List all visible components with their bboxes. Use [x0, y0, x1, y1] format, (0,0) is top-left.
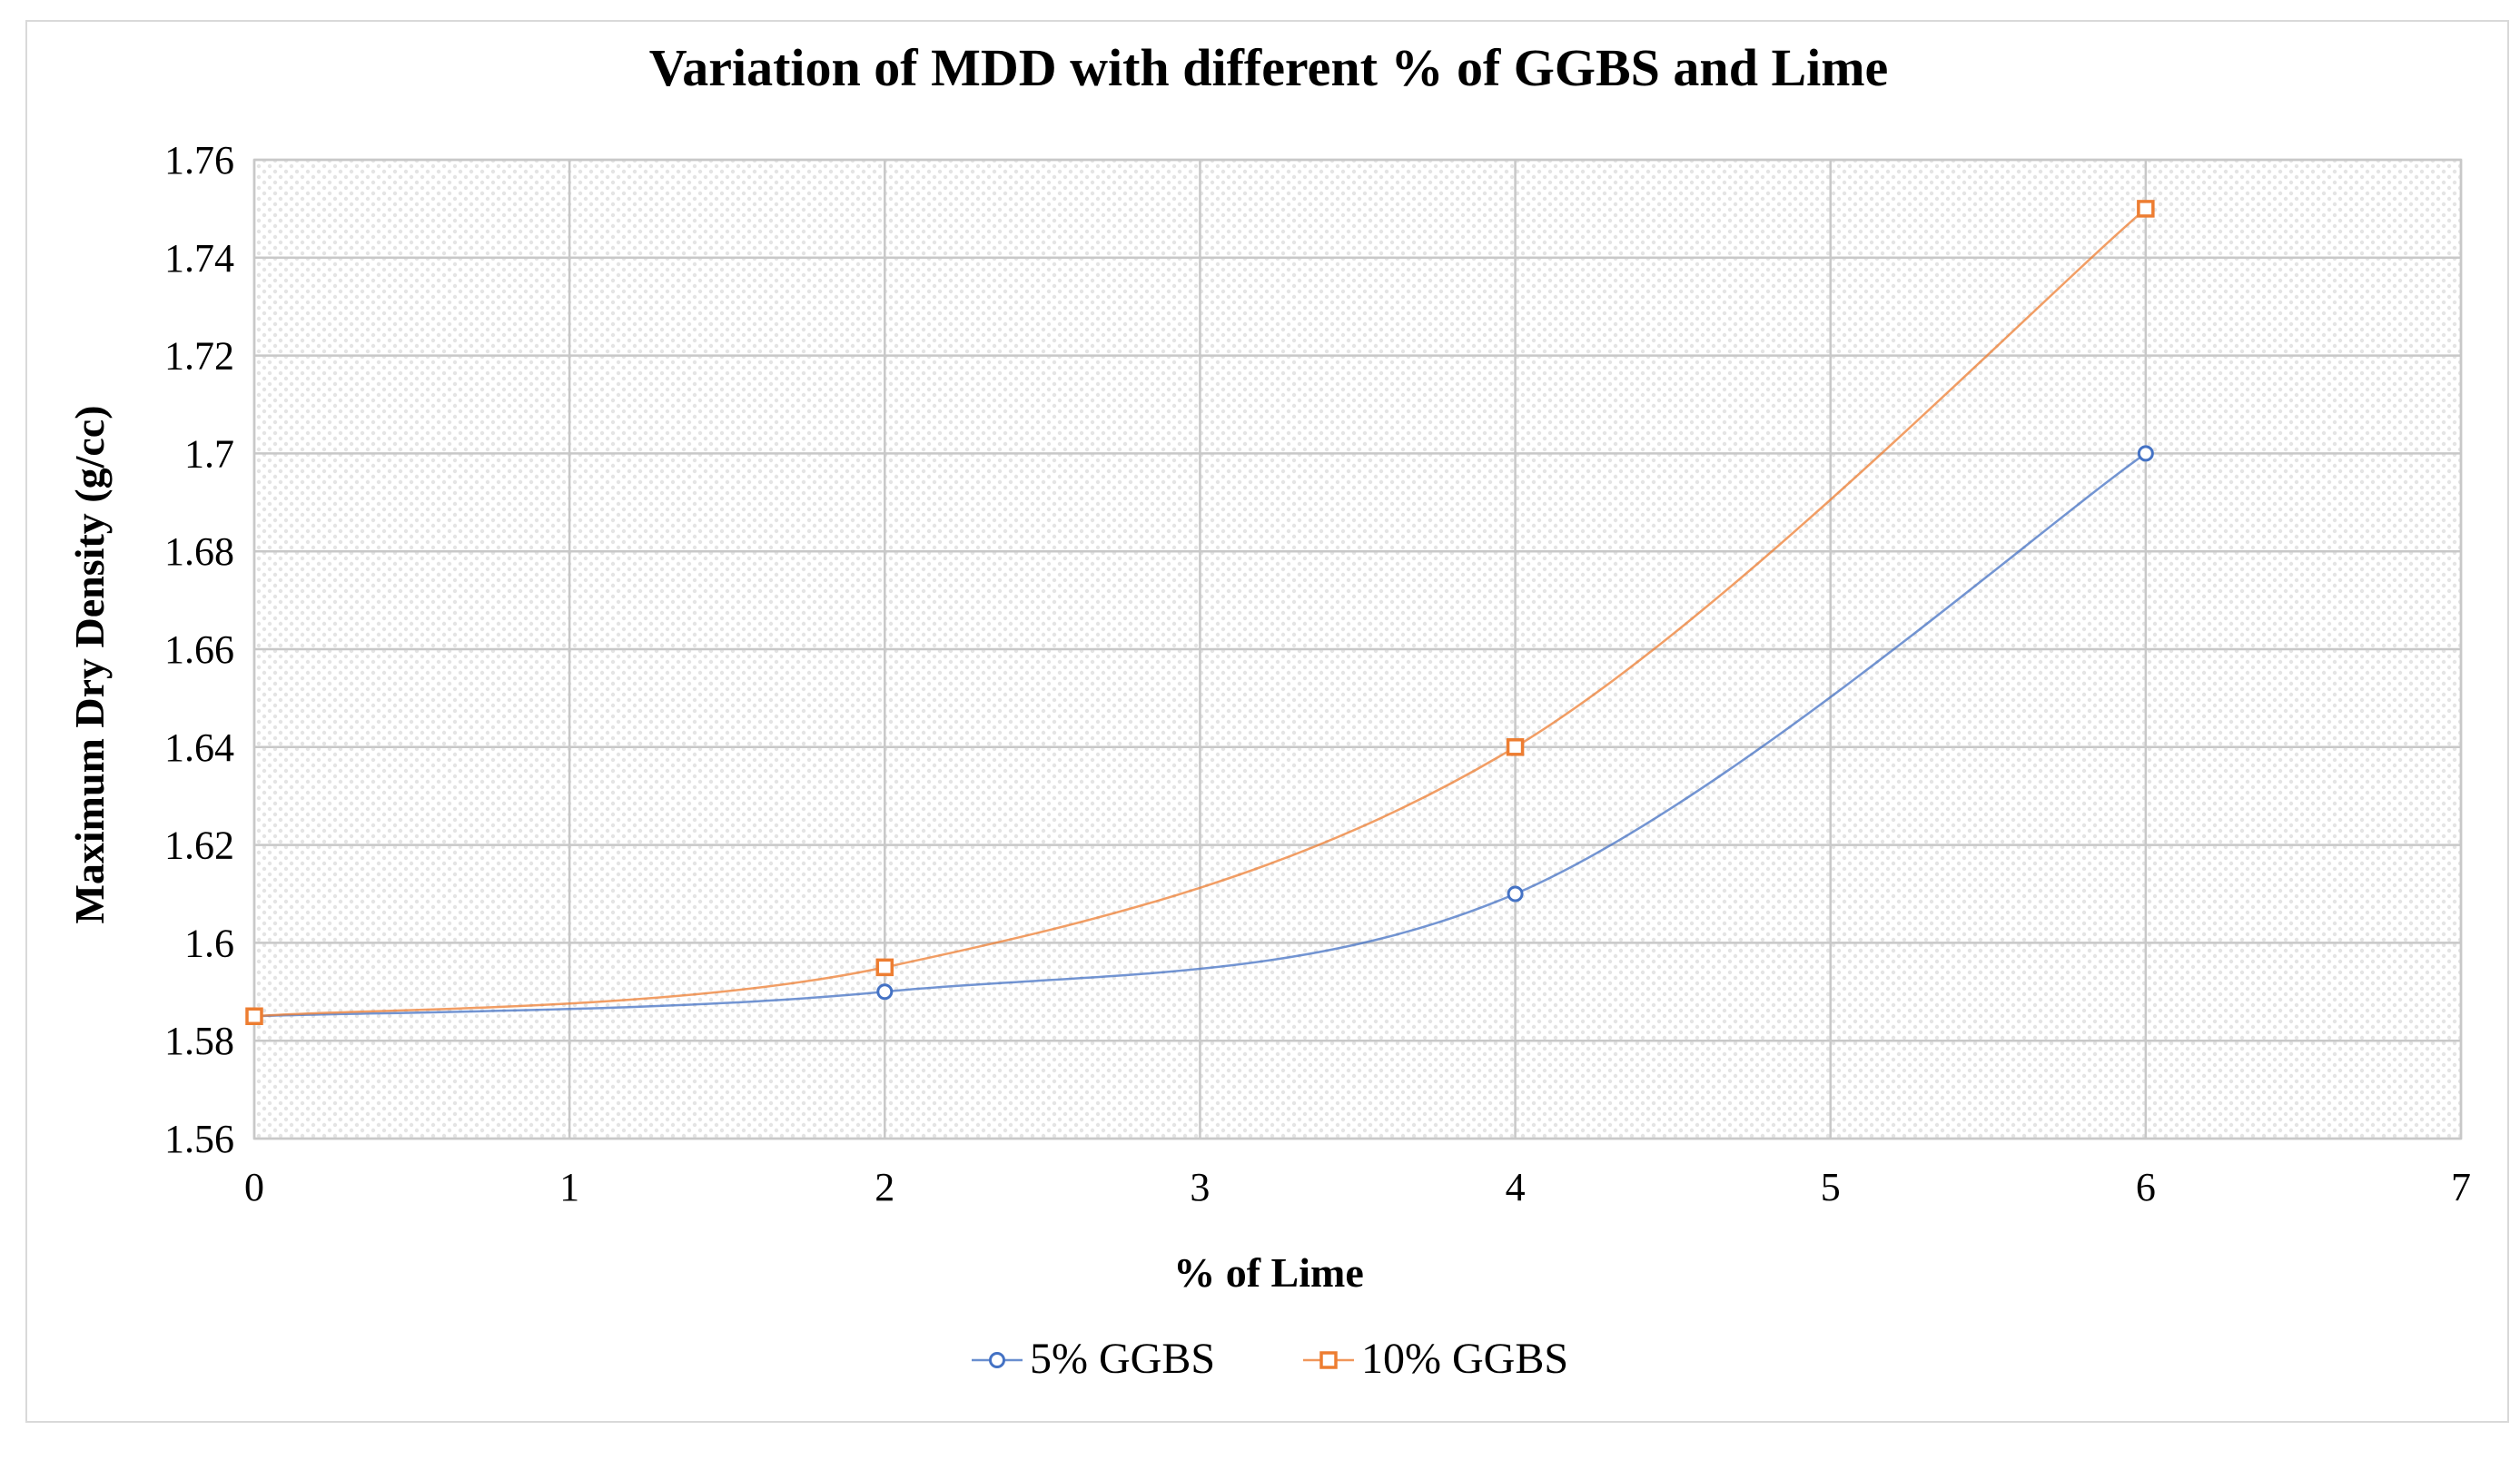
- y-tick-label: 1.7: [184, 431, 234, 476]
- y-axis-ticks: 1.56 1.58 1.6 1.62 1.64 1.66 1.68 1.7 1.72 1.74 1.…: [164, 138, 234, 1161]
- legend-label: 10% GGBS: [1361, 1335, 1568, 1383]
- data-point-10-ggbs: [875, 958, 894, 977]
- data-point-5-ggbs: [1507, 885, 1524, 903]
- chart-title: Variation of MDD with different % of GGB…: [649, 38, 1889, 97]
- x-tick-label: 1: [559, 1165, 579, 1209]
- data-point-10-ggbs: [1506, 738, 1525, 756]
- data-point-5-ggbs: [2137, 445, 2154, 462]
- y-tick-label: 1.62: [164, 824, 234, 868]
- data-point-5-ggbs: [876, 983, 894, 1001]
- series-line-5-ggbs: [253, 452, 2147, 1018]
- legend-marker: [989, 1352, 1005, 1368]
- x-tick-label: 3: [1190, 1165, 1210, 1209]
- x-tick-label: 5: [1821, 1165, 1841, 1209]
- x-tick-label: 6: [2136, 1165, 2156, 1209]
- y-tick-label: 1.58: [164, 1019, 234, 1063]
- series-layer: [245, 200, 2155, 1025]
- y-tick-label: 1.56: [164, 1117, 234, 1161]
- y-tick-label: 1.76: [164, 138, 234, 182]
- y-tick-label: 1.74: [164, 236, 234, 281]
- y-tick-label: 1.64: [164, 725, 234, 770]
- y-tick-label: 1.72: [164, 334, 234, 379]
- y-axis-title: Maximum Dry Density (g/cc): [66, 405, 113, 923]
- series-line-10-ggbs: [253, 207, 2147, 1018]
- x-tick-label: 2: [875, 1165, 894, 1209]
- legend: 5% GGBS 10% GGBS: [972, 1335, 1568, 1383]
- legend-marker: [1319, 1351, 1338, 1369]
- series-10-ggbs: [245, 200, 2155, 1025]
- x-axis-ticks: 0 1 2 3 4 5 6 7: [244, 1165, 2471, 1209]
- x-tick-label: 4: [1506, 1165, 1526, 1209]
- x-tick-label: 7: [2451, 1165, 2471, 1209]
- data-point-10-ggbs: [245, 1007, 263, 1025]
- grid-layer: [252, 158, 2463, 1140]
- legend-item: 5% GGBS: [972, 1335, 1215, 1383]
- y-tick-label: 1.6: [184, 921, 234, 965]
- chart-svg: Variation of MDD with different % of GGB…: [66, 38, 2471, 1383]
- x-axis-title: % of Lime: [1173, 1249, 1364, 1296]
- legend-label: 5% GGBS: [1030, 1335, 1215, 1383]
- x-tick-label: 0: [244, 1165, 264, 1209]
- chart-frame: Variation of MDD with different % of GGB…: [25, 20, 2509, 1423]
- legend-item: 10% GGBS: [1303, 1335, 1568, 1383]
- data-point-10-ggbs: [2137, 200, 2155, 218]
- y-tick-label: 1.66: [164, 627, 234, 672]
- y-tick-label: 1.68: [164, 529, 234, 574]
